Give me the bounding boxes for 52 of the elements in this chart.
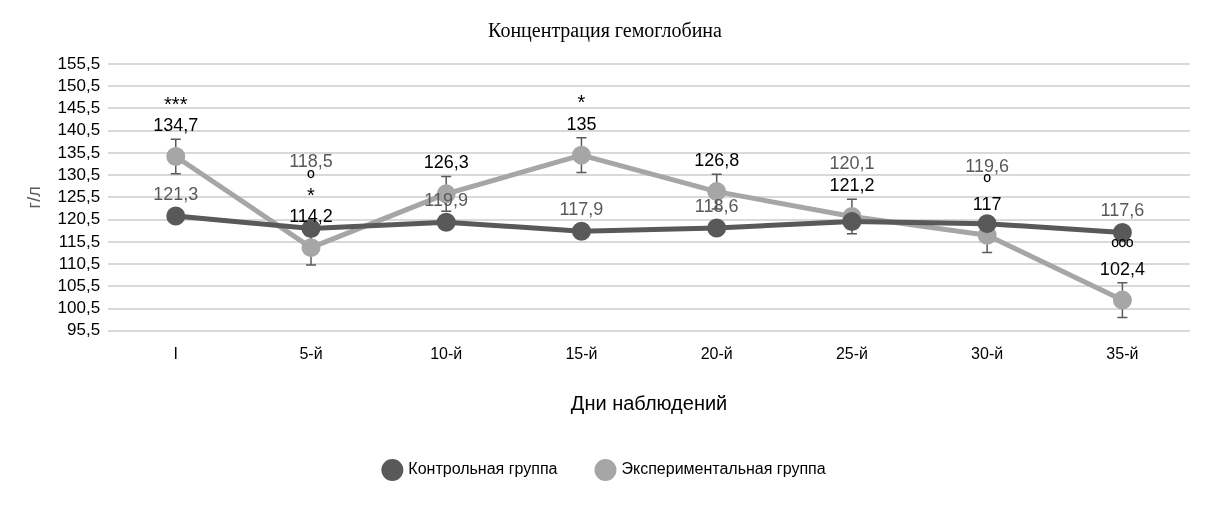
x-tick-label: 20-й (700, 344, 733, 362)
y-tick-label: 100,5 (57, 298, 101, 318)
y-tick-label: 125,5 (57, 187, 101, 207)
x-axis-title: Дни наблюдений (570, 391, 728, 414)
data-label: 117,9 (559, 199, 604, 220)
data-label: 114,2 (289, 206, 333, 227)
chart-title: Концентрация гемоглобина (488, 19, 723, 43)
annotation: ººº (1111, 236, 1135, 259)
point (166, 206, 186, 226)
x-tick-label: 35-й (1106, 344, 1139, 362)
y-tick-label: 105,5 (57, 276, 101, 296)
x-tick-label: 25-й (835, 344, 868, 362)
point (707, 218, 727, 238)
point (571, 145, 591, 165)
annotation: *** (164, 92, 188, 115)
y-tick-label: 95,5 (67, 320, 101, 340)
point (301, 238, 321, 258)
data-label: 134,7 (153, 115, 199, 136)
x-tick-label: 10-й (430, 344, 463, 362)
data-label: 121,3 (153, 184, 199, 205)
point (436, 212, 456, 232)
point (1112, 290, 1132, 310)
point (977, 214, 997, 234)
y-tick-label: 135,5 (57, 142, 101, 162)
y-tick-label: 120,5 (57, 209, 101, 229)
data-label: 117,6 (1100, 200, 1145, 221)
legend-label: Контрольная группа (408, 460, 558, 478)
data-label: 119,9 (424, 190, 469, 211)
annotation: * (577, 91, 586, 114)
x-tick-label: I (173, 344, 178, 362)
x-tick-label: 30-й (971, 344, 1004, 362)
y-tick-label: 115,5 (58, 231, 101, 251)
data-label: 102,4 (1099, 258, 1145, 279)
data-label: 126,3 (423, 152, 469, 173)
y-tick-label: 150,5 (57, 75, 101, 95)
point (571, 221, 591, 241)
y-tick-label: 145,5 (57, 98, 101, 118)
y-tick-label: 110,5 (58, 253, 101, 273)
x-tick-label: 15-й (565, 344, 598, 362)
legend-label: Экспериментальная группа (621, 460, 826, 478)
data-label: 117 (972, 193, 1002, 214)
y-tick-label: 155,5 (57, 53, 101, 73)
data-label: 120,1 (829, 153, 875, 174)
x-tick-label: 5-й (299, 344, 323, 362)
data-label: 121,2 (829, 175, 875, 196)
y-tick-label: 140,5 (57, 120, 101, 140)
y-tick-label: 130,5 (57, 164, 101, 184)
data-label: 118,6 (694, 196, 739, 217)
point (166, 146, 186, 166)
data-label: 126,8 (694, 150, 740, 171)
y-axis-title: г/л (23, 186, 44, 209)
data-label: 135 (566, 113, 597, 134)
